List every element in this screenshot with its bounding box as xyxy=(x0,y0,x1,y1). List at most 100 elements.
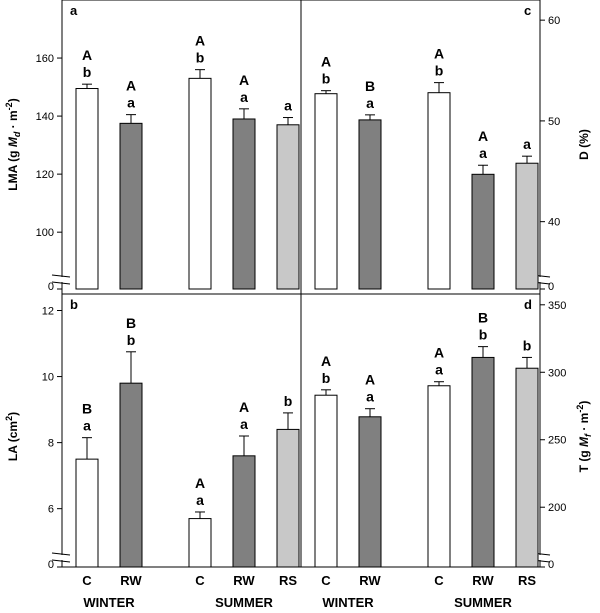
upper-letter: A xyxy=(321,353,331,369)
upper-letter: A xyxy=(478,128,488,144)
bar-c-0 xyxy=(314,93,338,290)
lower-letter: a xyxy=(479,145,487,161)
axis-break-mark xyxy=(51,281,71,285)
upper-letter: A xyxy=(82,47,92,63)
y-axis-label: T (g Mf · m-2) xyxy=(575,401,593,473)
lower-letter: b xyxy=(196,50,205,66)
axis-break-gap xyxy=(60,555,64,560)
y-tick-label-zero: 0 xyxy=(548,281,554,293)
bar-d-1 xyxy=(358,416,382,568)
bar-b-3 xyxy=(232,455,256,568)
y-tick-label-zero: 0 xyxy=(548,559,554,571)
y-tick-label: 160 xyxy=(36,53,54,65)
group-label-summer: SUMMER xyxy=(454,595,512,610)
lower-letter: a xyxy=(240,89,248,105)
upper-letter: A xyxy=(195,475,205,491)
lower-letter: b xyxy=(479,327,488,343)
bar-b-4 xyxy=(276,428,300,568)
lower-letter: b xyxy=(127,332,136,348)
category-label: RS xyxy=(279,573,297,588)
category-label: C xyxy=(434,573,444,588)
bar-d-0 xyxy=(314,394,338,568)
y-tick-label: 10 xyxy=(42,372,54,384)
bar-c-4 xyxy=(515,162,539,290)
bar-a-0 xyxy=(75,88,99,290)
axis-break-gap xyxy=(538,277,542,282)
bar-a-4 xyxy=(276,124,300,290)
category-label: C xyxy=(321,573,331,588)
category-label: RS xyxy=(518,573,536,588)
category-label: RW xyxy=(359,573,381,588)
upper-letter: A xyxy=(195,33,205,49)
y-axis-label: LA (cm2) xyxy=(4,412,20,461)
y-tick-label-zero: 0 xyxy=(48,281,54,293)
bar-a-3 xyxy=(232,118,256,290)
upper-letter: A xyxy=(239,72,249,88)
y-tick-label: 250 xyxy=(548,435,566,447)
group-label-winter: WINTER xyxy=(83,595,135,610)
upper-letter: B xyxy=(365,78,375,94)
lower-letter: a xyxy=(83,418,91,434)
upper-letter: A xyxy=(434,46,444,62)
bar-b-0 xyxy=(75,458,99,568)
axis-break-mark xyxy=(51,274,71,278)
y-tick-label: 100 xyxy=(36,227,54,239)
bar-b-2 xyxy=(188,518,212,568)
lower-letter: a xyxy=(523,136,531,152)
upper-letter: A xyxy=(239,399,249,415)
y-tick-label-zero: 0 xyxy=(48,559,54,571)
lower-letter: b xyxy=(435,63,444,79)
y-tick-label: 120 xyxy=(36,169,54,181)
lower-letter: b xyxy=(83,64,92,80)
upper-letter: A xyxy=(321,54,331,70)
axis-break-mark xyxy=(51,552,71,556)
category-label: RW xyxy=(233,573,255,588)
category-label: RW xyxy=(120,573,142,588)
lower-letter: b xyxy=(523,337,532,353)
y-tick-label: 300 xyxy=(548,367,566,379)
bar-d-2 xyxy=(427,385,451,568)
lower-letter: b xyxy=(322,71,331,87)
panel-letter: b xyxy=(70,297,78,312)
axis-break-gap xyxy=(60,277,64,282)
y-tick-label: 6 xyxy=(48,504,54,516)
lower-letter: a xyxy=(435,362,443,378)
upper-letter: B xyxy=(126,315,136,331)
y-axis-label: LMA (g Md · m-2) xyxy=(4,98,22,190)
lower-letter: b xyxy=(322,370,331,386)
y-tick-label: 200 xyxy=(548,502,566,514)
panel-letter: c xyxy=(524,3,531,18)
bar-d-4 xyxy=(515,367,539,568)
bar-c-3 xyxy=(471,173,495,290)
bar-c-2 xyxy=(427,92,451,290)
lower-letter: a xyxy=(284,98,292,114)
category-label: C xyxy=(82,573,92,588)
axis-break-mark xyxy=(51,559,71,563)
lower-letter: b xyxy=(284,393,293,409)
lower-letter: a xyxy=(366,95,374,111)
group-label-winter: WINTER xyxy=(322,595,374,610)
y-axis-label: D (%) xyxy=(577,129,591,160)
panel-letter: d xyxy=(524,297,532,312)
lower-letter: a xyxy=(240,416,248,432)
bar-c-1 xyxy=(358,119,382,290)
bar-a-2 xyxy=(188,77,212,290)
lower-letter: a xyxy=(366,389,374,405)
upper-letter: A xyxy=(126,78,136,94)
upper-letter: A xyxy=(434,345,444,361)
bar-d-3 xyxy=(471,356,495,568)
y-tick-label: 50 xyxy=(548,116,560,128)
y-tick-label: 40 xyxy=(548,217,560,229)
y-tick-label: 12 xyxy=(42,306,54,318)
axis-break-gap xyxy=(538,555,542,560)
bar-b-1 xyxy=(119,382,143,568)
upper-letter: B xyxy=(478,310,488,326)
lower-letter: a xyxy=(196,492,204,508)
y-tick-label: 8 xyxy=(48,438,54,450)
category-label: C xyxy=(195,573,205,588)
category-label: RW xyxy=(472,573,494,588)
